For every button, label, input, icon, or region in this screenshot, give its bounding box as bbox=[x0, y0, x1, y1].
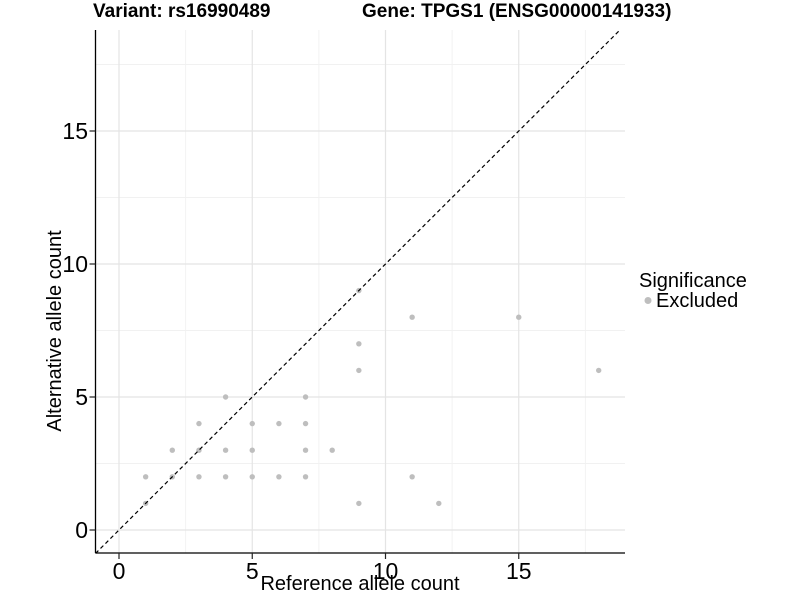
y-tick-label: 10 bbox=[62, 251, 88, 277]
x-tick-label: 15 bbox=[506, 558, 532, 584]
data-point bbox=[276, 474, 282, 480]
data-point bbox=[222, 394, 229, 400]
data-point bbox=[329, 447, 335, 453]
data-point bbox=[356, 341, 362, 347]
legend: Significance Excluded bbox=[639, 270, 747, 312]
data-point bbox=[356, 367, 362, 374]
data-point bbox=[196, 420, 202, 427]
axis-tick-labels: 0 5 10 15 0 5 10 15 bbox=[62, 118, 531, 584]
data-point bbox=[596, 367, 602, 374]
data-point bbox=[196, 474, 202, 480]
data-point bbox=[249, 420, 255, 427]
legend-title: Significance bbox=[639, 270, 747, 292]
x-tick-label: 10 bbox=[373, 558, 399, 584]
legend-key-circle-icon bbox=[644, 297, 652, 304]
minor-gridlines bbox=[95, 30, 625, 553]
data-point bbox=[142, 474, 149, 480]
plot-title-gene: Gene: TPGS1 (ENSG00000141933) bbox=[362, 1, 671, 22]
data-point bbox=[276, 420, 282, 427]
data-point bbox=[169, 447, 175, 453]
data-point bbox=[222, 474, 229, 480]
data-point bbox=[302, 394, 309, 400]
y-tick-label: 5 bbox=[75, 384, 88, 410]
axis-ticks bbox=[89, 130, 520, 559]
data-point bbox=[222, 447, 229, 453]
legend-item-excluded: Excluded bbox=[656, 290, 738, 312]
data-point bbox=[436, 500, 442, 507]
y-tick-label: 0 bbox=[75, 517, 88, 543]
major-gridlines bbox=[95, 30, 625, 553]
data-point bbox=[249, 447, 255, 453]
data-point bbox=[516, 314, 522, 320]
data-point bbox=[302, 474, 309, 480]
data-point bbox=[249, 474, 255, 480]
data-point bbox=[409, 474, 415, 480]
data-point bbox=[302, 420, 309, 427]
data-point bbox=[409, 314, 415, 320]
data-point bbox=[302, 447, 309, 453]
x-tick-label: 5 bbox=[246, 558, 259, 584]
y-tick-label: 15 bbox=[62, 118, 88, 144]
x-tick-label: 0 bbox=[113, 558, 126, 584]
data-point bbox=[356, 500, 362, 507]
plot-title-variant: Variant: rs16990489 bbox=[93, 1, 270, 22]
identity-reference-line bbox=[95, 29, 621, 554]
x-axis-title: Reference allele count bbox=[260, 573, 459, 595]
y-axis-title: Alternative allele count bbox=[44, 230, 66, 432]
